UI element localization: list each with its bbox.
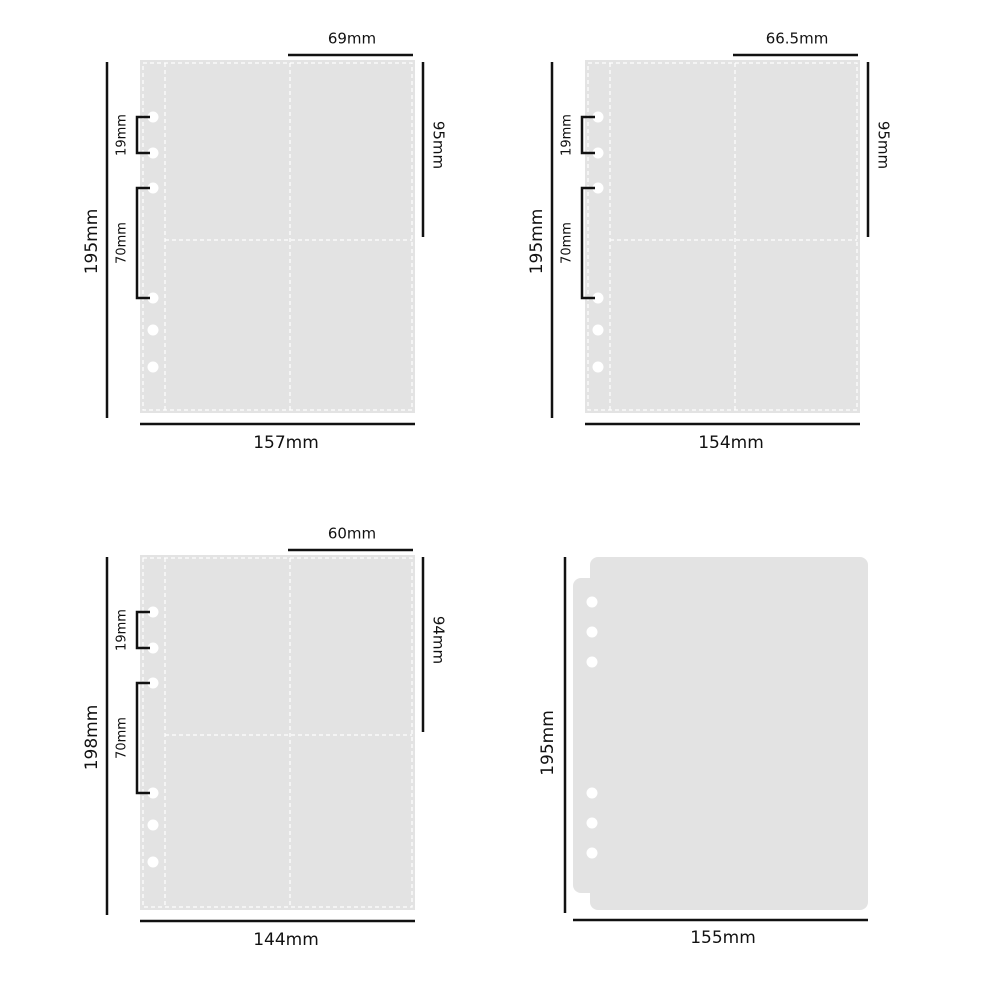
binder-hole bbox=[586, 596, 598, 608]
dimension-label: 70mm bbox=[560, 222, 575, 264]
bracket bbox=[135, 115, 150, 155]
sheet-border bbox=[142, 62, 413, 411]
binder-hole bbox=[592, 147, 604, 159]
binder-hole bbox=[147, 856, 159, 868]
sheet bbox=[140, 555, 415, 910]
divider-page bbox=[573, 557, 868, 910]
sheet-border bbox=[587, 62, 858, 411]
binder-hole bbox=[592, 361, 604, 373]
dimension-label: 154mm bbox=[698, 433, 764, 453]
dimension-label: 157mm bbox=[253, 433, 319, 453]
binder-hole bbox=[586, 847, 598, 859]
binder-hole bbox=[147, 324, 159, 336]
dimension-label: 95mm bbox=[875, 121, 893, 169]
divider-sheet bbox=[590, 557, 868, 910]
dimension-label: 19mm bbox=[115, 609, 130, 651]
binder-hole bbox=[586, 787, 598, 799]
sheet-border bbox=[142, 557, 413, 908]
binder-hole bbox=[147, 819, 159, 831]
dimension-label: 155mm bbox=[690, 928, 756, 948]
binder-hole bbox=[147, 361, 159, 373]
binder-hole bbox=[147, 677, 159, 689]
bracket bbox=[580, 115, 595, 155]
binder-hole bbox=[147, 787, 159, 799]
binder-hole bbox=[586, 656, 598, 668]
binder-hole bbox=[147, 111, 159, 123]
binder-hole bbox=[586, 817, 598, 829]
bracket bbox=[135, 610, 150, 650]
dimension-label: 144mm bbox=[253, 930, 319, 950]
dimension-label: 198mm bbox=[82, 705, 102, 771]
pocket-page bbox=[140, 555, 415, 910]
dimension-label: 195mm bbox=[527, 209, 547, 275]
bracket bbox=[580, 186, 595, 300]
bracket bbox=[135, 681, 150, 795]
binder-hole bbox=[147, 642, 159, 654]
binder-hole bbox=[586, 626, 598, 638]
dimension-label: 70mm bbox=[115, 222, 130, 264]
binder-hole bbox=[147, 606, 159, 618]
binder-hole bbox=[147, 147, 159, 159]
binder-hole bbox=[592, 292, 604, 304]
binder-hole bbox=[592, 324, 604, 336]
sheet bbox=[140, 60, 415, 413]
dimension-label: 94mm bbox=[430, 616, 448, 664]
binder-hole bbox=[147, 182, 159, 194]
dimension-label: 195mm bbox=[82, 209, 102, 275]
binder-hole bbox=[147, 292, 159, 304]
sheet bbox=[585, 60, 860, 413]
dimension-label: 95mm bbox=[430, 121, 448, 169]
dimension-label: 195mm bbox=[538, 710, 558, 776]
dimension-label: 70mm bbox=[115, 717, 130, 759]
bracket bbox=[135, 186, 150, 300]
dimension-label: 19mm bbox=[115, 114, 130, 156]
dimension-label: 66.5mm bbox=[766, 30, 829, 48]
binder-hole bbox=[592, 111, 604, 123]
binder-hole bbox=[592, 182, 604, 194]
pocket-page bbox=[585, 60, 860, 413]
dimension-label: 60mm bbox=[328, 525, 376, 543]
dimension-label: 69mm bbox=[328, 30, 376, 48]
pocket-page bbox=[140, 60, 415, 413]
dimension-label: 19mm bbox=[560, 114, 575, 156]
